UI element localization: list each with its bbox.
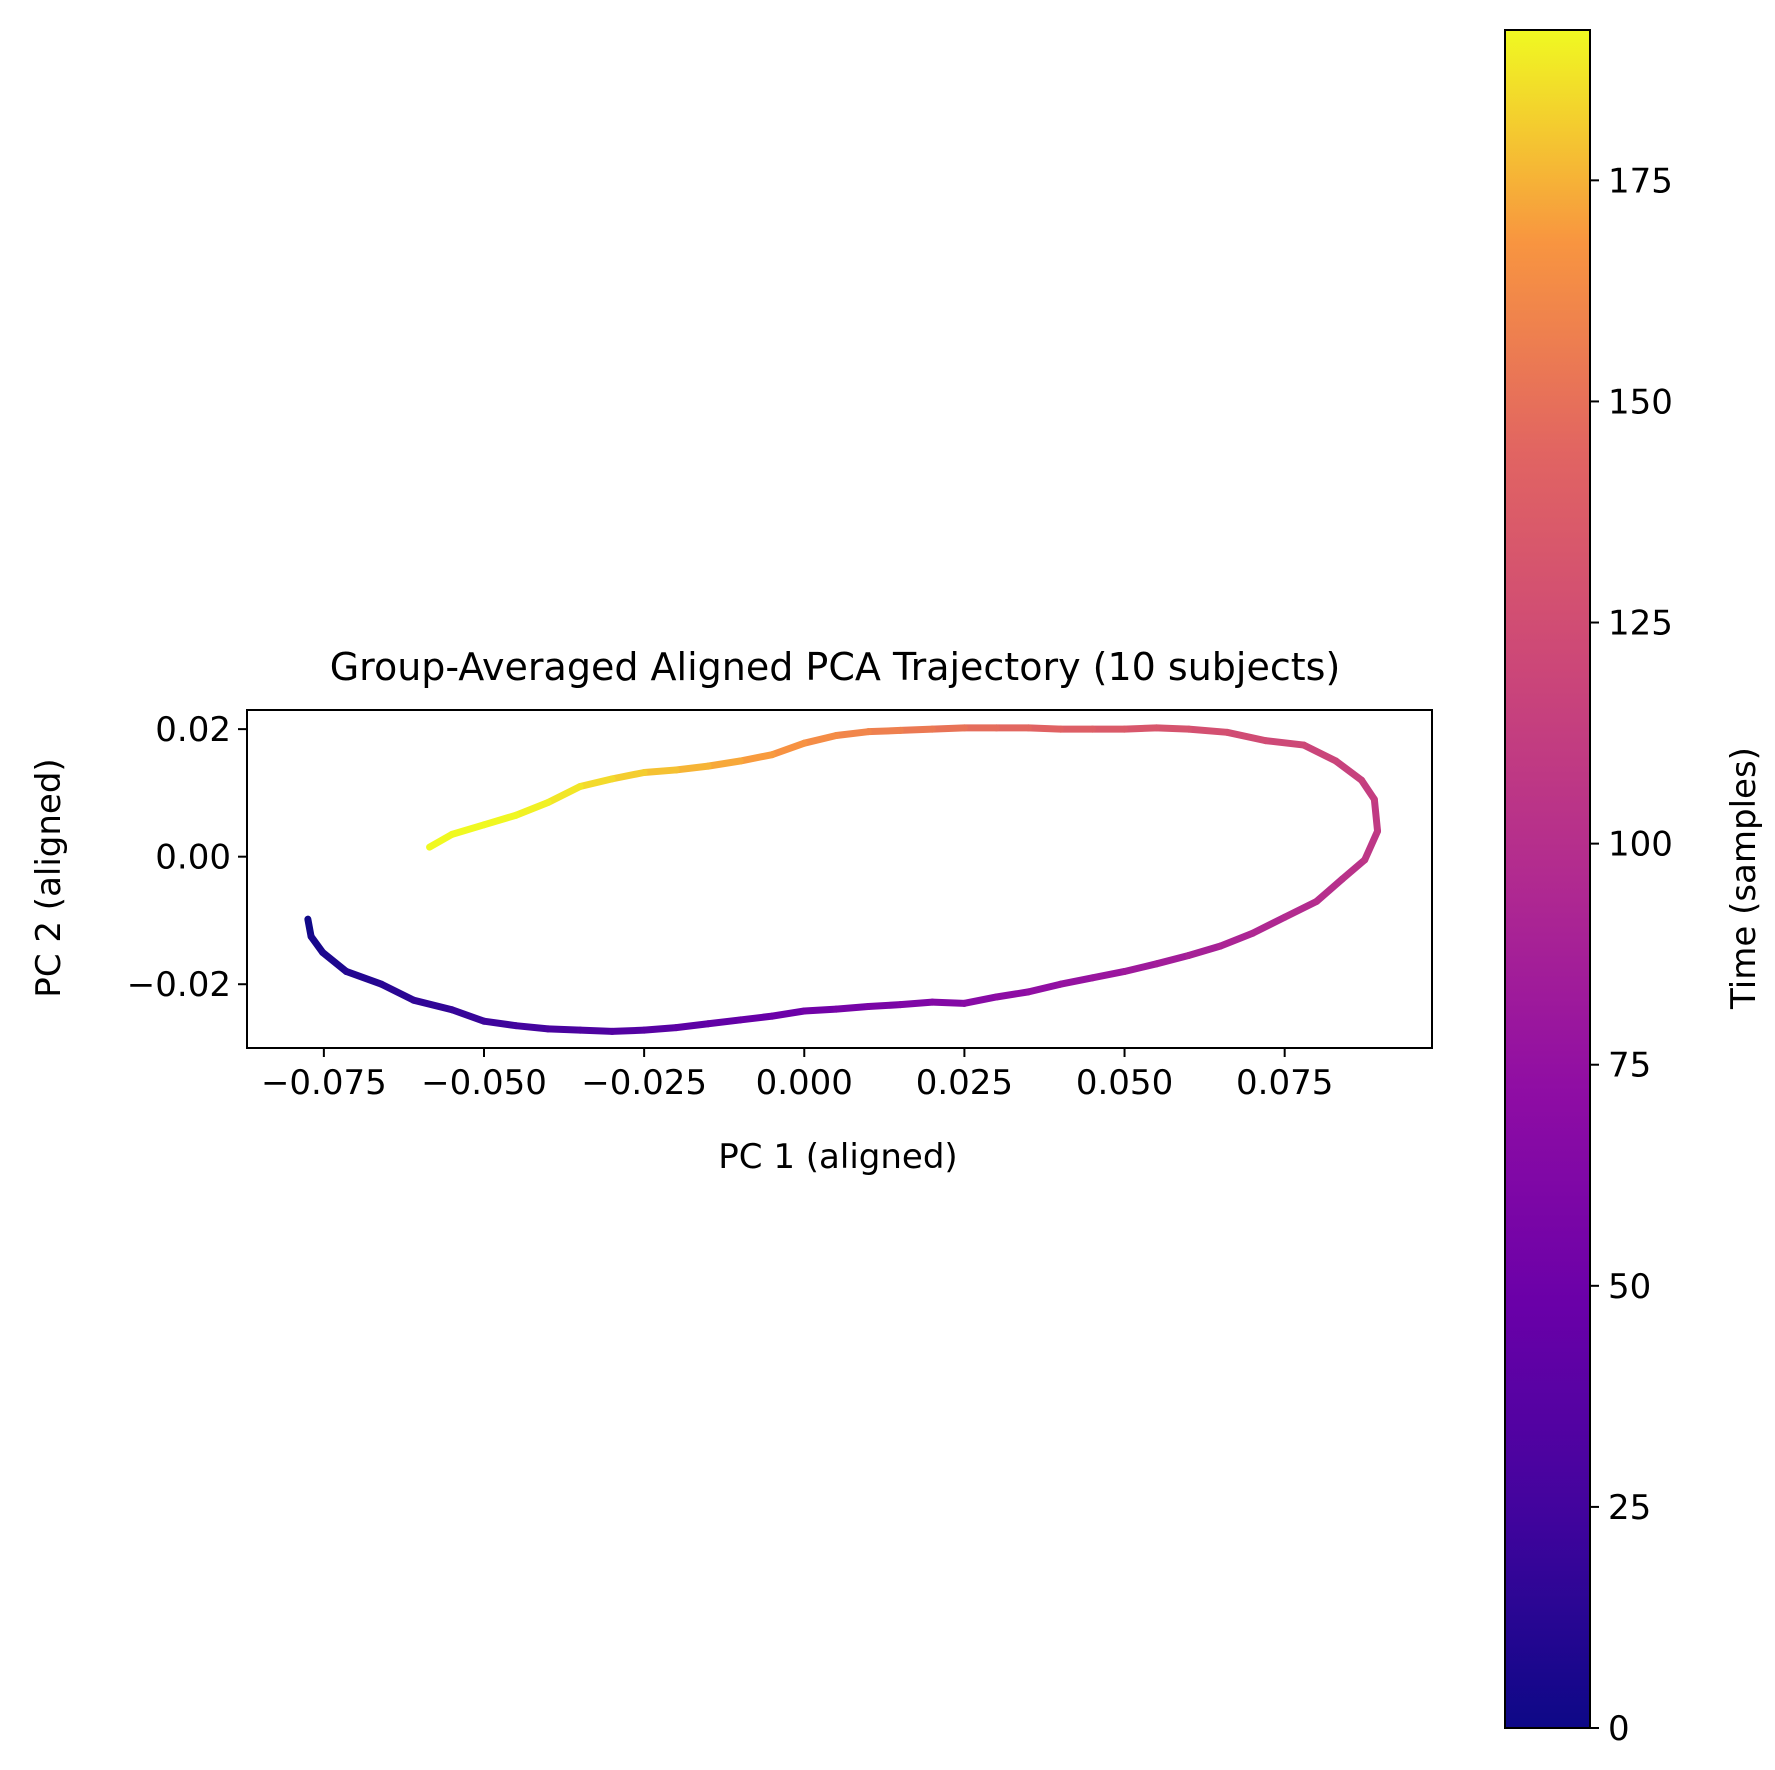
trajectory-segment bbox=[896, 998, 936, 1009]
trajectory-segment bbox=[896, 725, 936, 734]
y-axis-ticks: −0.02 0.00 0.02 bbox=[127, 710, 247, 1005]
trajectory-segment bbox=[426, 830, 456, 851]
trajectory-segment bbox=[800, 732, 840, 747]
colorbar bbox=[1504, 29, 1591, 1729]
colorbar-tick-label: 25 bbox=[1608, 1488, 1651, 1528]
trajectory-segment bbox=[1300, 741, 1340, 765]
trajectory-segment bbox=[672, 1020, 712, 1032]
trajectory-segment bbox=[864, 726, 904, 736]
x-axis-label: PC 1 (aligned) bbox=[718, 1137, 957, 1177]
colorbar-ticks: 0 25 50 75 100 125 150 175 bbox=[1590, 161, 1673, 1749]
trajectory-segment bbox=[1332, 757, 1366, 784]
trajectory-segment bbox=[736, 1012, 776, 1024]
x-tick-label: 0.000 bbox=[756, 1063, 853, 1103]
trajectory-segment bbox=[1217, 929, 1257, 950]
trajectory-segment bbox=[1121, 960, 1161, 975]
plot-area-frame bbox=[246, 709, 1433, 1049]
trajectory-segment bbox=[342, 967, 386, 988]
colorbar-tick-label: 125 bbox=[1608, 604, 1673, 644]
trajectory-segment bbox=[512, 1022, 552, 1033]
trajectory-segment bbox=[960, 993, 1000, 1007]
trajectory-segment bbox=[1024, 724, 1064, 733]
trajectory-segment bbox=[480, 1017, 520, 1030]
trajectory-segment bbox=[1121, 724, 1161, 733]
x-tick-label: −0.025 bbox=[581, 1063, 707, 1103]
trajectory-segment bbox=[1249, 913, 1289, 937]
trajectory-segment bbox=[736, 751, 776, 765]
trajectory-segment bbox=[1358, 776, 1378, 803]
trajectory-segment bbox=[410, 996, 456, 1014]
trajectory-segment bbox=[1281, 897, 1321, 921]
trajectory-segment bbox=[1153, 952, 1193, 968]
trajectory-segment bbox=[1089, 967, 1129, 982]
trajectory-segment bbox=[768, 739, 808, 759]
trajectory-segment bbox=[1370, 795, 1382, 835]
trajectory-segment bbox=[704, 757, 744, 770]
trajectory-segment bbox=[768, 1007, 808, 1020]
trajectory-segment bbox=[640, 766, 680, 776]
colorbar-tick-label: 150 bbox=[1608, 382, 1673, 422]
y-tick-label: −0.02 bbox=[127, 965, 231, 1005]
trajectory-segment bbox=[1185, 942, 1225, 960]
trajectory-segment bbox=[480, 811, 520, 829]
y-tick-label: 0.02 bbox=[155, 710, 231, 750]
trajectory-segment bbox=[992, 988, 1032, 1001]
trajectory-line bbox=[304, 724, 1382, 1035]
colorbar-tick-label: 50 bbox=[1608, 1267, 1651, 1307]
trajectory-segment bbox=[544, 1025, 584, 1034]
trajectory-segment bbox=[1056, 974, 1097, 988]
trajectory-segment bbox=[1313, 875, 1346, 905]
x-tick-label: 0.075 bbox=[1236, 1063, 1333, 1103]
x-tick-label: −0.050 bbox=[421, 1063, 547, 1103]
colorbar-tick-label: 0 bbox=[1608, 1709, 1630, 1749]
trajectory-segment bbox=[1153, 724, 1193, 733]
trajectory-segment bbox=[1024, 980, 1064, 996]
colorbar-label: Time (samples) bbox=[1724, 747, 1764, 1010]
colorbar-tick-label: 175 bbox=[1608, 161, 1673, 201]
trajectory-segment bbox=[704, 1016, 744, 1028]
trajectory-segment bbox=[640, 1024, 680, 1034]
trajectory-segment bbox=[672, 762, 712, 774]
trajectory-segment bbox=[1223, 728, 1269, 745]
colorbar-tick-label: 100 bbox=[1608, 825, 1673, 865]
trajectory-segment bbox=[608, 1026, 648, 1035]
trajectory-segment bbox=[319, 948, 350, 975]
chart-title: Group-Averaged Aligned PCA Trajectory (1… bbox=[330, 645, 1341, 689]
trajectory-segment bbox=[832, 1003, 872, 1013]
trajectory-segment bbox=[448, 821, 488, 838]
trajectory-segment bbox=[576, 775, 616, 791]
x-tick-label: −0.075 bbox=[261, 1063, 387, 1103]
trajectory-segment bbox=[864, 1001, 904, 1011]
y-axis-label: PC 2 (aligned) bbox=[29, 758, 69, 997]
x-axis-ticks: −0.075 −0.050 −0.025 0.000 0.025 0.050 0.075 bbox=[261, 1048, 1333, 1103]
trajectory-segment bbox=[1185, 725, 1231, 736]
trajectory-segment bbox=[1338, 856, 1369, 883]
x-tick-label: 0.050 bbox=[1076, 1063, 1173, 1103]
trajectory-segment bbox=[448, 1006, 488, 1025]
colorbar-tick-label: 75 bbox=[1608, 1046, 1651, 1086]
trajectory-segment bbox=[608, 768, 648, 783]
trajectory-segment bbox=[1361, 827, 1382, 864]
trajectory-segment bbox=[544, 783, 584, 806]
trajectory-segment bbox=[378, 980, 418, 1004]
trajectory-segment bbox=[1261, 737, 1308, 749]
y-tick-label: 0.00 bbox=[155, 838, 231, 878]
trajectory-segment bbox=[832, 728, 872, 740]
trajectory-segment bbox=[512, 798, 552, 819]
x-tick-label: 0.025 bbox=[916, 1063, 1013, 1103]
trajectory-segment bbox=[928, 724, 968, 733]
trajectory-segment bbox=[800, 1005, 840, 1015]
trajectory-segment bbox=[928, 998, 968, 1007]
trajectory-segment bbox=[576, 1026, 616, 1035]
